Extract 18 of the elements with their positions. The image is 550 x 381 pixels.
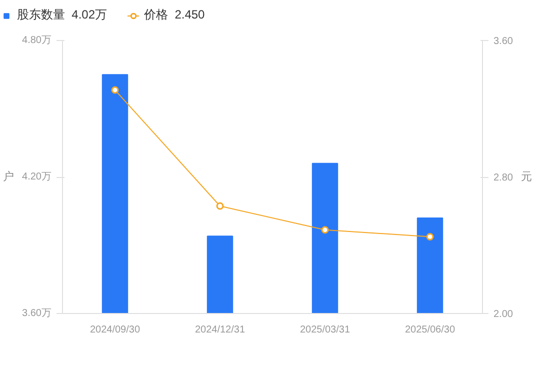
x-tick-label: 2025/06/30 [404, 324, 456, 336]
x-tick-label: 2024/12/31 [194, 324, 246, 336]
y2-tick-label: 2.80 [494, 172, 514, 184]
y2-tick-label: 2.00 [494, 309, 514, 320]
point [321, 226, 329, 234]
legend-label: 价格 2.450 [144, 6, 205, 24]
x-tick-label: 2025/03/31 [300, 324, 350, 336]
y2-tick-label: 3.60 [494, 36, 514, 47]
y-tick-label: 3.60万 [22, 308, 52, 319]
y-tick-label: 4.20万 [22, 172, 52, 182]
x-tick-label: 2024/09/30 [90, 324, 140, 336]
point [111, 86, 119, 94]
y-axis-title: 户 [3, 170, 14, 183]
y-tick-label: 4.80万 [22, 35, 52, 46]
point [216, 202, 224, 210]
legend-label: 股东数量 4.02万 [17, 6, 108, 24]
point [426, 232, 434, 240]
y2-axis-title: 元 [520, 171, 532, 183]
